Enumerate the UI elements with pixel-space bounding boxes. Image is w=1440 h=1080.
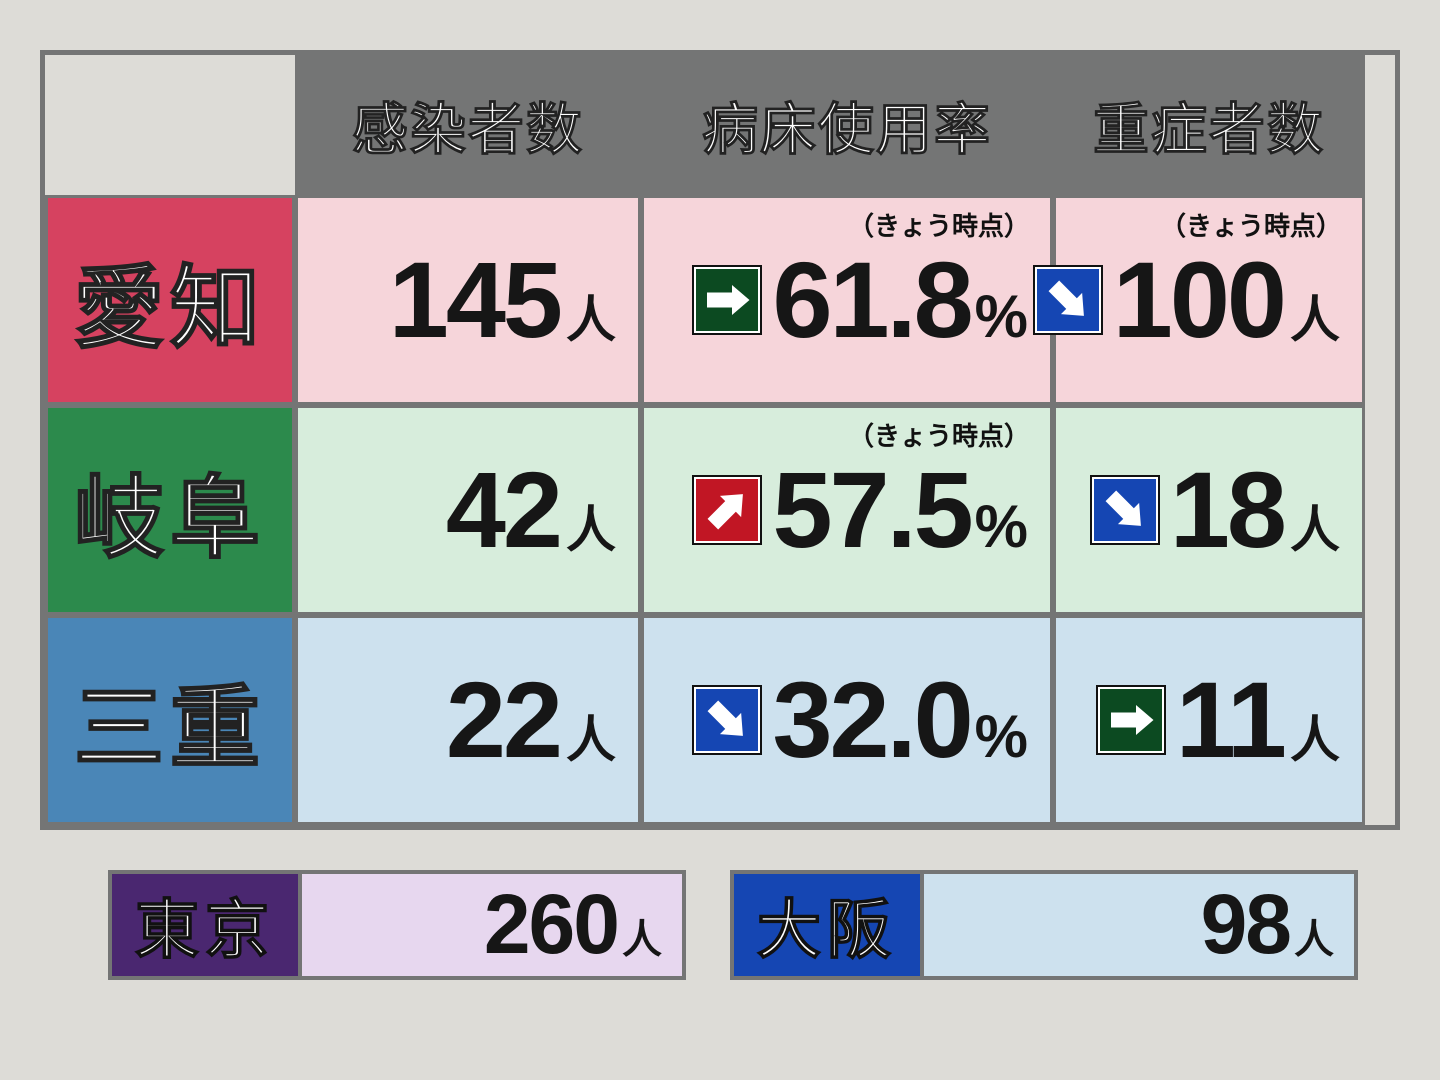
cell-cases: 42人 xyxy=(295,405,641,615)
flat-arrow-icon xyxy=(1098,687,1164,753)
header-beds: 病床使用率 xyxy=(641,55,1053,195)
down-arrow-icon xyxy=(1035,267,1101,333)
down-arrow-icon xyxy=(694,687,760,753)
down-arrow-icon xyxy=(1092,477,1158,543)
covid-stats-table: 感染者数病床使用率重症者数愛知145人（きょう時点）61.8%（きょう時点）10… xyxy=(0,0,1440,1080)
bottom-label: 大阪 xyxy=(734,874,924,976)
cell-cases: 145人 xyxy=(295,195,641,405)
cell-severe: 11人 xyxy=(1053,615,1365,825)
value-number: 57.5 xyxy=(772,456,970,564)
bottom-label: 東京 xyxy=(112,874,302,976)
bottom-value: 98人 xyxy=(924,874,1354,976)
unit-person: 人 xyxy=(1290,490,1340,562)
note-text: （きょう時点） xyxy=(1160,206,1342,243)
unit-person: 人 xyxy=(622,907,662,965)
up-arrow-icon xyxy=(694,477,760,543)
bottom-item: 大阪98人 xyxy=(730,870,1358,980)
value-number: 32.0 xyxy=(772,666,970,774)
unit-percent: % xyxy=(975,702,1028,771)
unit-person: 人 xyxy=(1294,907,1334,965)
cell-severe: 18人 xyxy=(1053,405,1365,615)
value-number: 100 xyxy=(1113,246,1284,354)
bottom-row: 東京260人大阪98人 xyxy=(40,870,1400,980)
bottom-item: 東京260人 xyxy=(108,870,686,980)
cell-beds: 32.0% xyxy=(641,615,1053,825)
header-corner xyxy=(45,55,295,195)
unit-person: 人 xyxy=(566,490,616,562)
cell-beds: （きょう時点）61.8% xyxy=(641,195,1053,405)
value-number: 22 xyxy=(446,666,560,774)
note-text: （きょう時点） xyxy=(848,206,1030,243)
note-text: （きょう時点） xyxy=(848,416,1030,453)
unit-percent: % xyxy=(975,492,1028,561)
value-number: 42 xyxy=(446,456,560,564)
unit-person: 人 xyxy=(1290,280,1340,352)
cell-beds: （きょう時点）57.5% xyxy=(641,405,1053,615)
value-number: 11 xyxy=(1176,666,1284,774)
bottom-value: 260人 xyxy=(302,874,682,976)
unit-person: 人 xyxy=(566,700,616,772)
value-number: 18 xyxy=(1170,456,1284,564)
flat-arrow-icon xyxy=(694,267,760,333)
main-grid: 感染者数病床使用率重症者数愛知145人（きょう時点）61.8%（きょう時点）10… xyxy=(40,50,1400,830)
cell-cases: 22人 xyxy=(295,615,641,825)
unit-percent: % xyxy=(975,282,1028,351)
cell-severe: （きょう時点）100人 xyxy=(1053,195,1365,405)
pref-label: 岐阜 xyxy=(45,405,295,615)
pref-label: 愛知 xyxy=(45,195,295,405)
unit-person: 人 xyxy=(566,280,616,352)
value-number: 145 xyxy=(389,246,560,354)
pref-label: 三重 xyxy=(45,615,295,825)
header-severe: 重症者数 xyxy=(1053,55,1365,195)
value-number: 260 xyxy=(484,874,618,975)
value-number: 61.8 xyxy=(772,246,970,354)
unit-person: 人 xyxy=(1290,700,1340,772)
header-cases: 感染者数 xyxy=(295,55,641,195)
value-number: 98 xyxy=(1201,874,1290,975)
